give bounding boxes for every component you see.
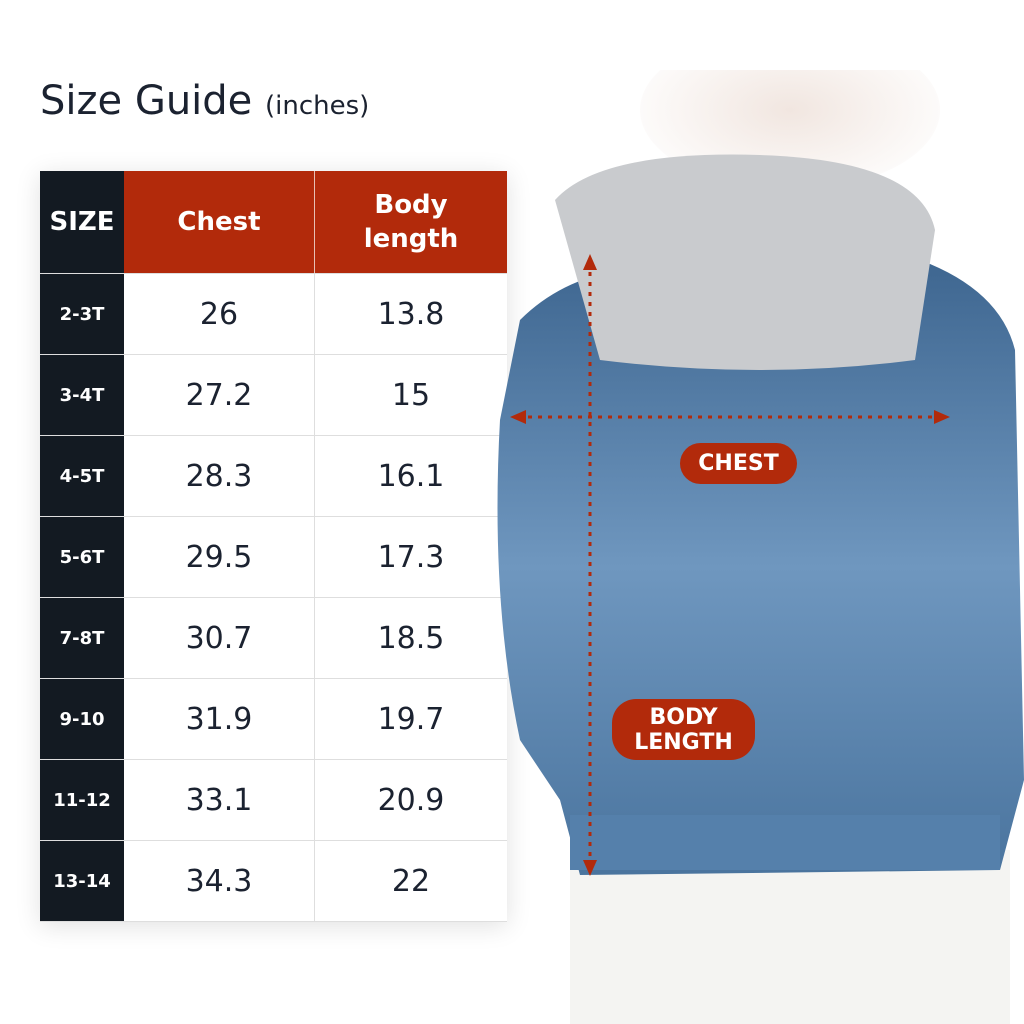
size-cell: 9-10	[40, 679, 124, 759]
size-cell: 13-14	[40, 841, 124, 921]
body-length-cell: 17.3	[315, 517, 507, 597]
body-length-cell: 16.1	[315, 436, 507, 516]
chest-cell: 26	[124, 274, 315, 354]
body-length-label: BODY LENGTH	[612, 699, 755, 760]
size-cell: 11-12	[40, 760, 124, 840]
header-body-length: Body length	[315, 171, 507, 273]
chest-cell: 27.2	[124, 355, 315, 435]
chest-cell: 28.3	[124, 436, 315, 516]
size-cell: 5-6T	[40, 517, 124, 597]
table-row: 13-14 34.3 22	[40, 841, 507, 922]
waistband-shape	[570, 815, 1000, 870]
header-size: SIZE	[40, 171, 124, 273]
jacket-photo	[497, 70, 1024, 1024]
body-length-cell: 22	[315, 841, 507, 921]
title-unit: (inches)	[265, 91, 370, 121]
size-cell: 7-8T	[40, 598, 124, 678]
chest-cell: 30.7	[124, 598, 315, 678]
body-length-cell: 20.9	[315, 760, 507, 840]
title-main: Size Guide	[40, 78, 253, 124]
hood-shape	[555, 154, 935, 370]
chest-label: CHEST	[680, 443, 797, 484]
arrow-head-left-icon	[510, 410, 526, 424]
size-cell: 2-3T	[40, 274, 124, 354]
table-header: SIZE Chest Body length	[40, 171, 507, 274]
arrow-head-up-icon	[583, 254, 597, 270]
arrow-head-right-icon	[934, 410, 950, 424]
table-row: 11-12 33.1 20.9	[40, 760, 507, 841]
header-chest: Chest	[124, 171, 315, 273]
table-row: 3-4T 27.2 15	[40, 355, 507, 436]
arrow-head-down-icon	[583, 860, 597, 876]
size-table: SIZE Chest Body length 2-3T 26 13.8 3-4T 27.…	[40, 171, 507, 922]
page-title: Size Guide (inches)	[40, 78, 369, 124]
body-length-cell: 13.8	[315, 274, 507, 354]
chest-cell: 31.9	[124, 679, 315, 759]
shirt-shape	[570, 850, 1010, 1024]
table-row: 4-5T 28.3 16.1	[40, 436, 507, 517]
size-cell: 4-5T	[40, 436, 124, 516]
body-length-cell: 19.7	[315, 679, 507, 759]
chest-cell: 33.1	[124, 760, 315, 840]
table-row: 2-3T 26 13.8	[40, 274, 507, 355]
body-length-cell: 18.5	[315, 598, 507, 678]
table-row: 7-8T 30.7 18.5	[40, 598, 507, 679]
size-cell: 3-4T	[40, 355, 124, 435]
body-length-cell: 15	[315, 355, 507, 435]
table-row: 5-6T 29.5 17.3	[40, 517, 507, 598]
table-row: 9-10 31.9 19.7	[40, 679, 507, 760]
chest-cell: 34.3	[124, 841, 315, 921]
chest-cell: 29.5	[124, 517, 315, 597]
